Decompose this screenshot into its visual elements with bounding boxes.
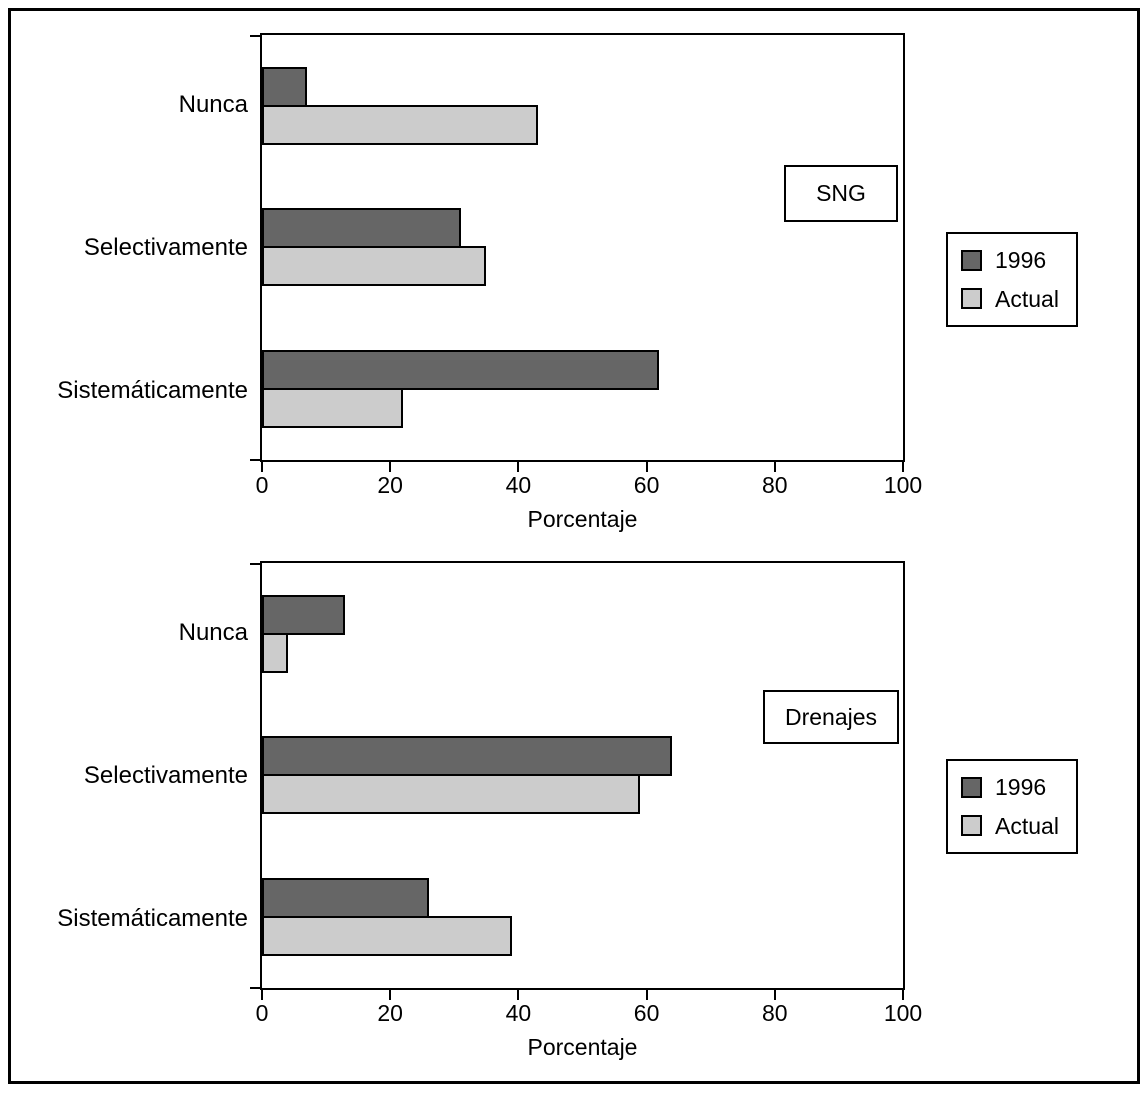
- panel-label-box-drenajes: Drenajes: [763, 690, 899, 744]
- x-axis-tick: [261, 462, 263, 472]
- category-band-selectivamente: [262, 177, 903, 319]
- legend-item-1996: 1996: [961, 775, 1076, 799]
- category-band-sistematicamente: [262, 318, 903, 460]
- x-tick-label: 80: [762, 1000, 788, 1026]
- x-tick-label: 80: [762, 472, 788, 498]
- category-band-selectivamente: [262, 705, 903, 847]
- x-axis-tick: [517, 462, 520, 472]
- legend-drenajes: 1996 Actual: [946, 759, 1078, 854]
- x-axis-tick: [902, 990, 904, 1000]
- panel-label-text: SNG: [816, 180, 866, 206]
- category-band-nunca: [262, 563, 903, 705]
- x-tick-label: 100: [883, 472, 923, 498]
- category-label-sistematicamente: Sistemáticamente: [57, 905, 248, 932]
- x-tick-label: 40: [505, 1000, 532, 1026]
- bar-drenajes-nunca-actual: [262, 632, 288, 673]
- category-label-nunca: Nunca: [178, 91, 248, 118]
- y-axis-tick: [250, 459, 260, 461]
- bar-sng-selectivamente-actual: [262, 246, 487, 287]
- x-tick-label: 20: [377, 1000, 403, 1026]
- y-axis-tick: [250, 987, 260, 989]
- category-label-selectivamente: Selectivamente: [83, 762, 248, 789]
- bar-drenajes-selectivamente-1996: [262, 736, 673, 777]
- x-axis-tick: [261, 990, 263, 1000]
- x-tick-label: 0: [255, 1000, 269, 1026]
- bar-sng-nunca-actual: [262, 104, 538, 145]
- legend-sng: 1996 Actual: [946, 232, 1078, 327]
- x-tick-label: 0: [255, 472, 269, 498]
- x-tick-label: 40: [505, 472, 532, 498]
- category-band-sistematicamente: [262, 846, 903, 988]
- x-axis-tick: [773, 462, 776, 472]
- y-axis-tick: [250, 35, 260, 37]
- x-axis-tick: [902, 462, 904, 472]
- x-axis-title: Porcentaje: [527, 506, 638, 532]
- plot-area-drenajes: 0 20 40 60 80 100: [250, 561, 922, 1026]
- legend-item-actual: Actual: [961, 287, 1076, 311]
- category-label-selectivamente: Selectivamente: [83, 234, 248, 261]
- legend-label-1996: 1996: [995, 247, 1047, 274]
- category-band-nunca: [262, 35, 903, 177]
- y-axis-tick: [250, 563, 260, 565]
- bar-sng-nunca-1996: [262, 66, 307, 107]
- legend-item-actual: Actual: [961, 814, 1076, 838]
- legend-swatch-1996: [961, 249, 982, 271]
- category-label-nunca: Nunca: [178, 619, 248, 646]
- legend-swatch-actual: [961, 815, 982, 837]
- x-tick-label: 100: [883, 1000, 923, 1026]
- x-axis-tick: [645, 462, 648, 472]
- panel-label-box-sng: SNG: [784, 165, 898, 222]
- plot-area-sng: 0 20 40 60 80 100: [250, 33, 922, 498]
- x-tick-label: 60: [633, 1000, 660, 1026]
- x-axis-title: Porcentaje: [527, 1034, 638, 1060]
- bar-sng-sistematicamente-actual: [262, 388, 404, 429]
- x-axis-tick: [773, 990, 776, 1000]
- x-axis-tick: [517, 990, 520, 1000]
- panel-label-text: Drenajes: [784, 703, 878, 730]
- category-label-sistematicamente: Sistemáticamente: [57, 377, 248, 404]
- legend-label-actual: Actual: [995, 812, 1059, 839]
- legend-label-actual: Actual: [995, 285, 1059, 312]
- x-axis-tick: [389, 990, 392, 1000]
- bar-drenajes-sistematicamente-actual: [262, 916, 512, 957]
- bar-drenajes-nunca-1996: [262, 594, 346, 635]
- legend-swatch-actual: [961, 288, 982, 310]
- bar-sng-sistematicamente-1996: [262, 350, 660, 391]
- legend-item-1996: 1996: [961, 248, 1076, 272]
- bar-sng-selectivamente-1996: [262, 208, 461, 249]
- legend-label-1996: 1996: [995, 774, 1047, 801]
- bar-drenajes-selectivamente-actual: [262, 774, 641, 815]
- x-axis-tick: [389, 462, 392, 472]
- x-tick-label: 20: [377, 472, 403, 498]
- legend-swatch-1996: [961, 776, 982, 798]
- bar-drenajes-sistematicamente-1996: [262, 878, 429, 919]
- x-tick-label: 60: [633, 472, 660, 498]
- x-axis-tick: [645, 990, 648, 1000]
